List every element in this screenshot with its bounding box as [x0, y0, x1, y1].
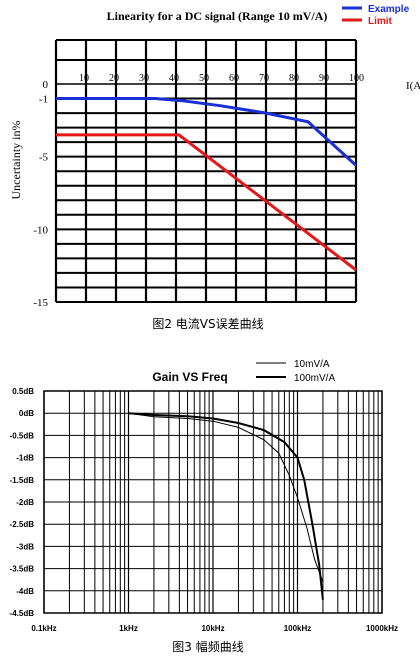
chart1-x-tick-label: 80	[289, 73, 299, 84]
gain-freq-chart: Gain VS Freq 0.1kHz 1kHz 10kHz 100kHz 1000kH…	[10, 359, 398, 654]
chart2-y-tick-label: -2.5dB	[10, 520, 35, 529]
chart2-y-tick-label: -3.5dB	[10, 565, 35, 574]
chart1-y-tick-label: 0	[43, 79, 49, 91]
chart2-y-tick-label: -1.5dB	[10, 476, 35, 485]
chart1-x-axis-label: I(A	[406, 80, 420, 92]
chart1-x-tick-label: 20	[109, 73, 119, 84]
chart2-x-tick-label: 1kHz	[119, 624, 138, 633]
chart2-x-tick-label: 10kHz	[201, 624, 224, 633]
chart2-y-tick-label: -4dB	[16, 587, 34, 596]
chart2-x-ticks: 0.1kHz 1kHz 10kHz 100kHz 1000kHz	[31, 624, 398, 633]
chart1-legend-label: Limit	[368, 16, 393, 27]
chart1-y-tick-label: -10	[33, 224, 48, 236]
chart1-y-ticks: 0 -1 -5 -10 -15	[33, 79, 48, 309]
chart1-x-tick-label: 10	[79, 73, 89, 84]
chart1-y-tick-label: -5	[39, 152, 49, 164]
chart1-legend-label: Example	[368, 4, 410, 15]
chart1-y-tick-label: -15	[33, 297, 48, 309]
chart1-x-tick-label: 70	[259, 73, 269, 84]
chart2-series-10mv-a-line	[128, 412, 324, 583]
linearity-chart: Linearity for a DC signal (Range 10 mV/A…	[9, 4, 420, 331]
chart1-x-tick-label: 40	[169, 73, 179, 84]
chart2-grid	[43, 390, 383, 614]
chart2-caption: 图3 幅频曲线	[172, 639, 243, 654]
chart2-y-tick-label: 0.5dB	[12, 387, 34, 396]
chart2-x-tick-label: 1000kHz	[366, 624, 398, 633]
chart2-y-tick-label: -3dB	[16, 542, 34, 551]
chart1-y-axis-label: Uncertainty in%	[9, 121, 23, 200]
chart2-frame	[43, 390, 383, 614]
chart1-x-tick-label: 90	[319, 73, 329, 84]
chart1-x-tick-label: 50	[199, 73, 209, 84]
chart2-legend-label: 100mV/A	[294, 373, 335, 384]
chart2-series	[128, 412, 324, 600]
chart2-y-tick-label: -1dB	[16, 454, 34, 463]
chart1-caption: 图2 电流VS误差曲线	[152, 317, 263, 331]
chart1-x-ticks: 10 20 30 40 50 60 70 80 90 100	[79, 73, 364, 84]
chart1-series-limit-line	[56, 133, 357, 272]
chart2-x-tick-label: 0.1kHz	[31, 624, 56, 633]
chart2-y-tick-label: 0dB	[19, 409, 34, 418]
chart2-y-tick-label: -0.5dB	[10, 431, 35, 440]
chart2-legend: 10mV/A 100mV/A	[256, 359, 335, 384]
chart2-title: Gain VS Freq	[152, 370, 227, 384]
chart1-x-tick-label: 60	[229, 73, 239, 84]
chart2-y-ticks: 0.5dB 0dB -0.5dB -1dB -1.5dB -2dB -2.5dB -3dB -3…	[10, 387, 35, 618]
chart1-x-tick-label: 100	[349, 73, 364, 84]
chart2-legend-label: 10mV/A	[294, 359, 330, 370]
chart2-series-100mv-a-line	[128, 412, 324, 600]
chart1-title: Linearity for a DC signal (Range 10 mV/A…	[107, 9, 328, 23]
chart1-grid	[54, 39, 358, 303]
chart2-x-tick-label: 100kHz	[284, 624, 312, 633]
chart2-y-tick-label: -2dB	[16, 498, 34, 507]
chart1-y-tick-label: -1	[39, 94, 48, 106]
chart1-x-tick-label: 30	[139, 73, 149, 84]
chart1-series	[56, 97, 358, 272]
chart1-series-example-line	[56, 97, 358, 167]
chart2-y-tick-label: -4.5dB	[10, 609, 35, 618]
